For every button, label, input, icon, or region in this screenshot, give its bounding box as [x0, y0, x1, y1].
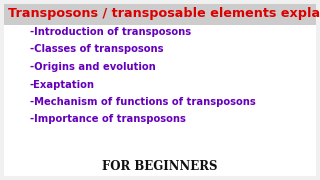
Text: -Mechanism of functions of transposons: -Mechanism of functions of transposons: [30, 97, 256, 107]
FancyBboxPatch shape: [4, 4, 316, 176]
Text: Transposons / transposable elements explained: Transposons / transposable elements expl…: [8, 8, 320, 21]
FancyBboxPatch shape: [4, 4, 316, 25]
Text: FOR BEGINNERS: FOR BEGINNERS: [102, 159, 218, 172]
Text: -Classes of transposons: -Classes of transposons: [30, 44, 164, 55]
Text: -Exaptation: -Exaptation: [30, 80, 95, 89]
Text: -Introduction of transposons: -Introduction of transposons: [30, 27, 191, 37]
Text: -Importance of transposons: -Importance of transposons: [30, 114, 186, 125]
Text: -Origins and evolution: -Origins and evolution: [30, 62, 156, 72]
